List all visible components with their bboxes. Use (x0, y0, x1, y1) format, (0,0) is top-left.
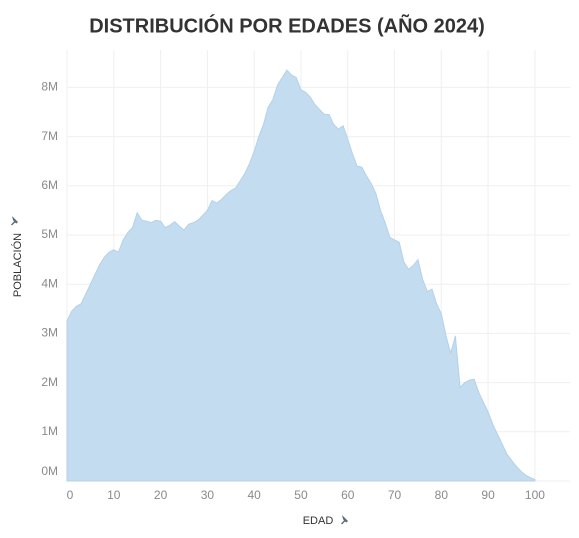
y-tick-label: 6M (41, 178, 58, 192)
x-tick-label: 30 (201, 488, 215, 502)
y-tick-label: 4M (41, 276, 58, 290)
area (66, 69, 536, 482)
x-tick-label: 10 (107, 488, 121, 502)
x-tick-label: 20 (154, 488, 168, 502)
x-tick-label: 40 (247, 488, 261, 502)
y-axis-title: POBLACIÓN (11, 233, 24, 297)
y-tick-label: 2M (41, 375, 58, 389)
x-tick-label: 50 (294, 488, 308, 502)
y-tick-label: 5M (41, 227, 58, 241)
x-tick-label: 80 (435, 488, 449, 502)
y-tick-label: 3M (41, 326, 58, 340)
x-tick-label: 90 (481, 488, 495, 502)
x-tick-label: 70 (388, 488, 402, 502)
x-tick-label: 0 (67, 488, 74, 502)
chart-title: DISTRIBUCIÓN POR EDADES (AÑO 2024) (89, 13, 485, 37)
x-tick-label: 60 (341, 488, 355, 502)
x-tick-label: 100 (525, 488, 545, 502)
x-axis-title: EDAD (303, 515, 334, 527)
y-tick-label: 8M (41, 80, 58, 94)
y-tick-label: 7M (41, 129, 58, 143)
pin-icon (11, 216, 18, 226)
y-tick-label: 0M (41, 464, 58, 478)
y-tick-label: 1M (41, 424, 58, 438)
pin-icon (341, 515, 348, 525)
